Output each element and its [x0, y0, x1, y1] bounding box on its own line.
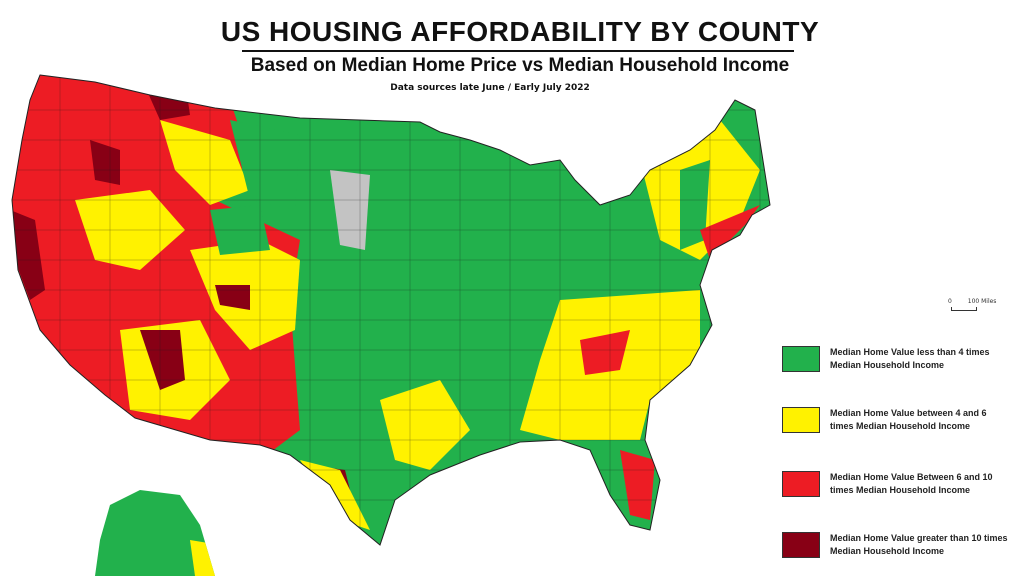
legend-item-6to10: Median Home Value Between 6 and 10 times…: [782, 471, 1010, 497]
contiguous-us: [12, 75, 770, 545]
legend-swatch: [782, 407, 820, 433]
legend-item-over10: Median Home Value greater than 10 times …: [782, 532, 1010, 558]
legend-swatch: [782, 532, 820, 558]
legend-item-under4: Median Home Value less than 4 times Medi…: [782, 346, 1010, 372]
map-subtitle: Based on Median Home Price vs Median Hou…: [250, 55, 790, 76]
scale-zero: 0: [948, 298, 952, 305]
title-underline: [242, 50, 794, 52]
data-source-note: Data sources late June / Early July 2022: [390, 83, 590, 93]
legend-item-4to6: Median Home Value between 4 and 6 times …: [782, 407, 1010, 433]
legend-swatch: [782, 346, 820, 372]
legend-swatch: [782, 471, 820, 497]
scale-bar: 0 100 Miles: [948, 298, 997, 311]
map-title: US HOUSING AFFORDABILITY BY COUNTY: [220, 16, 820, 47]
scale-distance: 100 Miles: [967, 298, 997, 305]
alaska: [95, 490, 215, 576]
